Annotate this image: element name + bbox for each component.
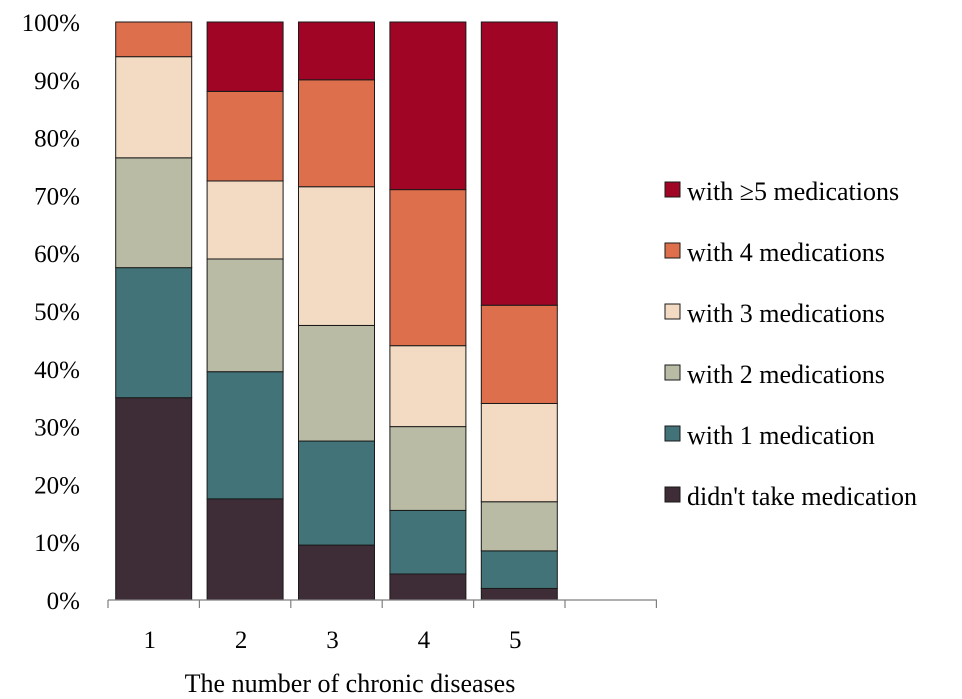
legend-item: with 1 medication xyxy=(664,421,875,450)
bar-segment xyxy=(389,345,467,428)
legend-label: with 3 medications xyxy=(687,299,885,328)
bar-segment xyxy=(480,587,558,601)
legend-label: with 1 medication xyxy=(687,421,875,450)
bar-segment xyxy=(206,21,284,92)
bar-segment xyxy=(298,324,375,442)
y-tick-label: 70% xyxy=(34,183,80,210)
bar-segment xyxy=(206,498,284,601)
bar-stack-3 xyxy=(298,21,375,601)
y-tick-label: 30% xyxy=(34,415,80,442)
bar-segment xyxy=(115,267,193,399)
bar-stack-5 xyxy=(480,21,558,601)
legend-item: with 3 medications xyxy=(664,299,885,328)
bar-segment xyxy=(480,21,558,306)
x-axis-title: The number of chronic diseases xyxy=(185,669,516,698)
bar-stack-4 xyxy=(389,21,467,601)
x-tick-label: 3 xyxy=(326,627,339,654)
bar-segment xyxy=(389,509,467,575)
x-tick-label: 5 xyxy=(509,627,522,654)
bar-segment xyxy=(115,397,193,601)
x-axis-ticks: 1 2 3 4 5 xyxy=(107,600,658,654)
x-tick-label: 2 xyxy=(235,627,248,654)
y-tick-label: 20% xyxy=(34,472,80,499)
bar-segment xyxy=(298,440,375,546)
bar-segment xyxy=(115,157,193,269)
legend-swatch xyxy=(664,303,681,320)
legend-item: with 4 medications xyxy=(664,238,885,267)
y-axis-tick-labels: 0% 10% 20% 30% 40% 50% 60% 70% 80% 90% 100% xyxy=(22,10,80,615)
y-tick-label: 50% xyxy=(34,299,80,326)
legend: with ≥5 medications with 4 medications wit… xyxy=(664,177,917,511)
legend-swatch xyxy=(664,486,681,503)
bars xyxy=(115,21,558,601)
legend-swatch xyxy=(664,364,681,381)
bar-segment xyxy=(298,544,375,601)
bar-segment xyxy=(480,304,558,404)
bar-stack-1 xyxy=(115,21,193,601)
bar-segment xyxy=(206,90,284,182)
bar-segment xyxy=(206,258,284,373)
bar-segment xyxy=(206,180,284,260)
bar-stack-2 xyxy=(206,21,284,601)
legend-item: didn't take medication xyxy=(664,482,917,511)
legend-label: with ≥5 medications xyxy=(687,177,899,206)
bar-segment xyxy=(389,573,467,601)
bar-segment xyxy=(206,371,284,500)
bar-segment xyxy=(480,501,558,552)
y-tick-label: 0% xyxy=(47,588,80,615)
legend-swatch xyxy=(664,242,681,259)
legend-swatch xyxy=(664,181,681,198)
legend-swatch xyxy=(664,425,681,442)
legend-label: with 4 medications xyxy=(687,238,885,267)
bar-segment xyxy=(389,189,467,347)
bar-segment xyxy=(115,56,193,159)
bar-segment xyxy=(389,21,467,191)
y-tick-label: 90% xyxy=(34,68,80,95)
legend-label: with 2 medications xyxy=(687,360,885,389)
y-tick-label: 100% xyxy=(22,10,80,37)
x-tick-label: 1 xyxy=(143,627,156,654)
legend-item: with ≥5 medications xyxy=(664,177,899,206)
y-tick-label: 40% xyxy=(34,357,80,384)
bar-segment xyxy=(298,79,375,188)
bar-segment xyxy=(389,426,467,511)
bar-segment xyxy=(298,186,375,326)
y-tick-label: 60% xyxy=(34,241,80,268)
legend-item: with 2 medications xyxy=(664,360,885,389)
bar-segment xyxy=(298,21,375,81)
x-tick-label: 4 xyxy=(418,627,431,654)
bar-segment xyxy=(480,402,558,503)
legend-label: didn't take medication xyxy=(687,482,917,511)
y-tick-label: 10% xyxy=(34,530,80,557)
bar-segment xyxy=(115,21,193,58)
y-tick-label: 80% xyxy=(34,126,80,153)
bar-segment xyxy=(480,550,558,589)
